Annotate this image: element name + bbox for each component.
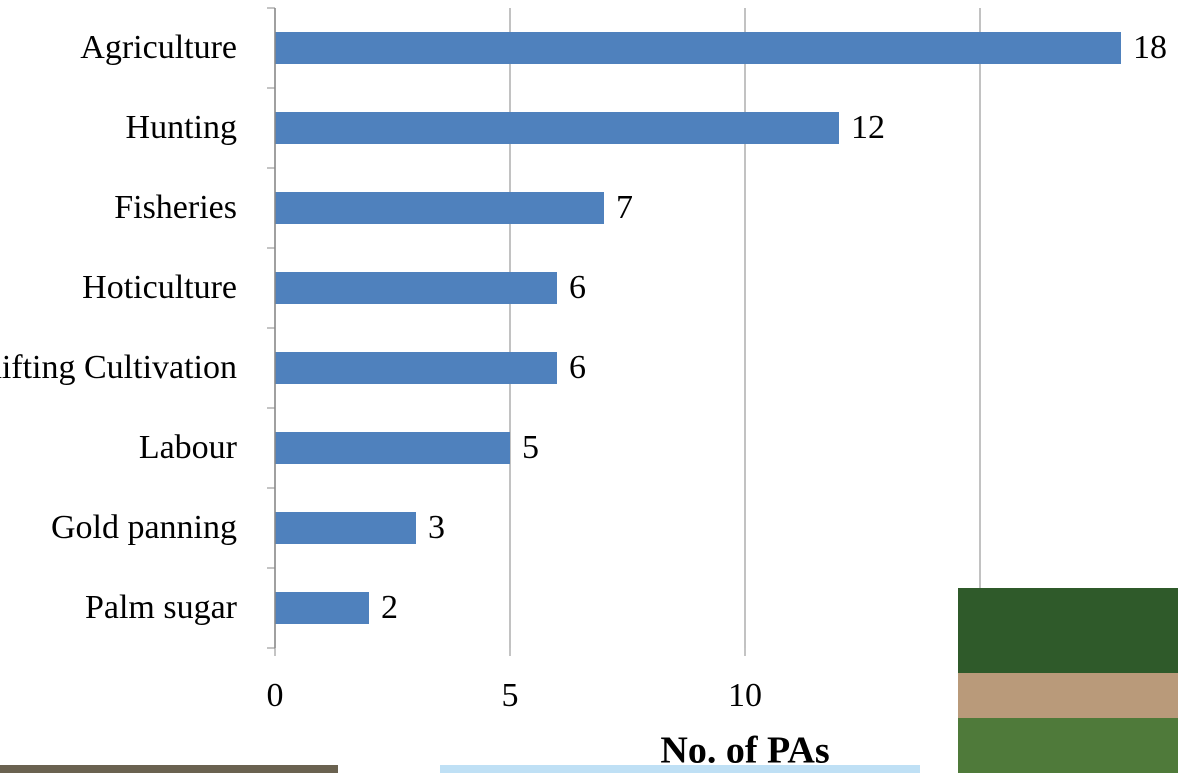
value-label: 6 <box>569 269 586 306</box>
bar <box>275 272 557 304</box>
bar <box>275 592 369 624</box>
bar <box>275 32 1121 64</box>
photo-soil <box>958 673 1178 718</box>
photo-fragment <box>0 765 338 773</box>
grid <box>267 7 981 656</box>
bar <box>275 112 839 144</box>
bar <box>275 192 604 224</box>
value-label: 12 <box>851 109 885 146</box>
value-label: 6 <box>569 349 586 386</box>
bar <box>275 352 557 384</box>
y-tick-label: Agriculture <box>80 29 237 66</box>
y-tick-label: Shifting Cultivation <box>0 349 237 386</box>
value-label: 5 <box>522 429 539 466</box>
value-label: 7 <box>616 189 633 226</box>
bar <box>275 432 510 464</box>
x-tick-label: 10 <box>728 677 762 714</box>
photos <box>0 588 1178 773</box>
bar <box>275 512 416 544</box>
x-tick-label: 5 <box>502 677 519 714</box>
x-axis-label: No. of PAs <box>660 730 829 772</box>
photo-trees <box>958 588 1178 673</box>
value-label: 2 <box>381 589 398 626</box>
y-tick-label: Gold panning <box>51 509 237 546</box>
value-label: 18 <box>1133 29 1167 66</box>
y-tick-label: Hunting <box>126 109 237 146</box>
x-tick-label: 0 <box>267 677 284 714</box>
y-tick-label: Hoticulture <box>82 269 237 306</box>
y-tick-label: Fisheries <box>114 189 237 226</box>
value-label: 3 <box>428 509 445 546</box>
bars: Agriculture 18 Hunting 12 Fisheries 7 Hoticult… <box>0 29 1167 626</box>
y-tick-label: Palm sugar <box>85 589 238 626</box>
photo-fragment <box>440 765 920 773</box>
y-tick-label: Labour <box>139 429 238 466</box>
